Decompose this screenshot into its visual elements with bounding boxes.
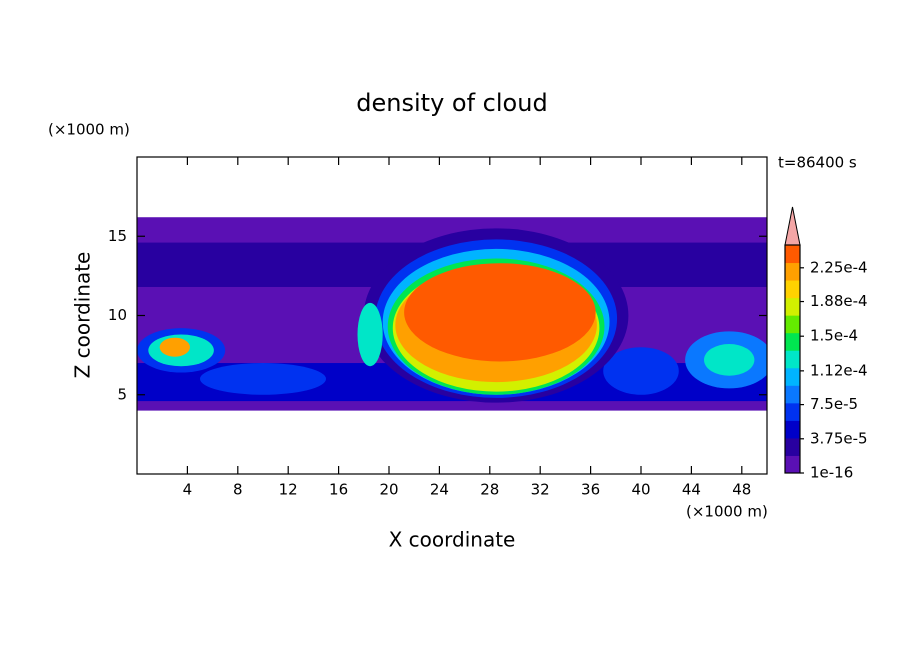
colorbar-tick-label: 7.5e-5 <box>810 395 858 413</box>
colorbar-tick-label: 2.25e-4 <box>810 258 868 276</box>
colorbar-band <box>785 385 800 404</box>
y-unit: (×1000 m) <box>48 121 130 139</box>
x-axis-label: X coordinate <box>389 528 516 552</box>
x-tick-label: 16 <box>329 481 348 499</box>
colorbar-band <box>785 332 800 351</box>
y-tick-label: 5 <box>117 385 127 403</box>
x-tick-label: 40 <box>631 481 650 499</box>
contour-region <box>357 302 383 367</box>
colorbar-band <box>785 297 800 316</box>
colorbar-tick-label: 1.12e-4 <box>810 361 868 379</box>
colorbar-band <box>785 402 800 421</box>
colorbar-band <box>785 437 800 456</box>
colorbar-tick-label: 1.88e-4 <box>810 292 868 310</box>
contour-region <box>603 347 679 395</box>
y-tick-label: 10 <box>108 306 127 324</box>
x-tick-label: 20 <box>379 481 398 499</box>
x-tick-label: 44 <box>682 481 701 499</box>
colorbar-band <box>785 455 800 474</box>
contour-field <box>137 217 767 411</box>
contour-region <box>704 344 755 376</box>
y-axis-label: Z coordinate <box>71 252 95 379</box>
contour-region <box>200 363 326 395</box>
colorbar-frame <box>784 244 801 474</box>
y-tick-label: 15 <box>108 227 127 245</box>
x-unit: (×1000 m) <box>686 503 768 521</box>
colorbar-band <box>785 367 800 386</box>
colorbar-tick-label: 1.5e-4 <box>810 327 858 345</box>
chart-title: density of cloud <box>356 89 547 117</box>
colorbar-band <box>785 350 800 369</box>
x-tick-label: 12 <box>279 481 298 499</box>
x-tick-label: 32 <box>531 481 550 499</box>
colorbar-band <box>785 315 800 334</box>
colorbar-band <box>785 262 800 281</box>
contour-region <box>159 337 190 357</box>
x-tick-label: 28 <box>480 481 499 499</box>
x-tick-label: 4 <box>183 481 193 499</box>
x-tick-label: 48 <box>732 481 751 499</box>
colorbar-tick-label: 3.75e-5 <box>810 429 868 447</box>
contour-region <box>404 263 596 362</box>
colorbar-band <box>785 280 800 299</box>
x-tick-label: 36 <box>581 481 600 499</box>
x-tick-label: 8 <box>233 481 243 499</box>
colorbar-band <box>785 420 800 439</box>
colorbar-band <box>785 245 800 264</box>
colorbar-extend <box>784 206 801 246</box>
time-annotation: t=86400 s <box>778 154 857 172</box>
colorbar-tick-label: 1e-16 <box>810 464 853 482</box>
x-tick-label: 24 <box>430 481 449 499</box>
